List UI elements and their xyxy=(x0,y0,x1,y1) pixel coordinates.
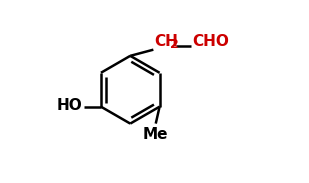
Text: 2: 2 xyxy=(170,38,178,51)
Text: CHO: CHO xyxy=(192,34,229,49)
Text: Me: Me xyxy=(143,127,168,142)
Text: HO: HO xyxy=(57,98,83,113)
Text: CH: CH xyxy=(154,34,178,49)
